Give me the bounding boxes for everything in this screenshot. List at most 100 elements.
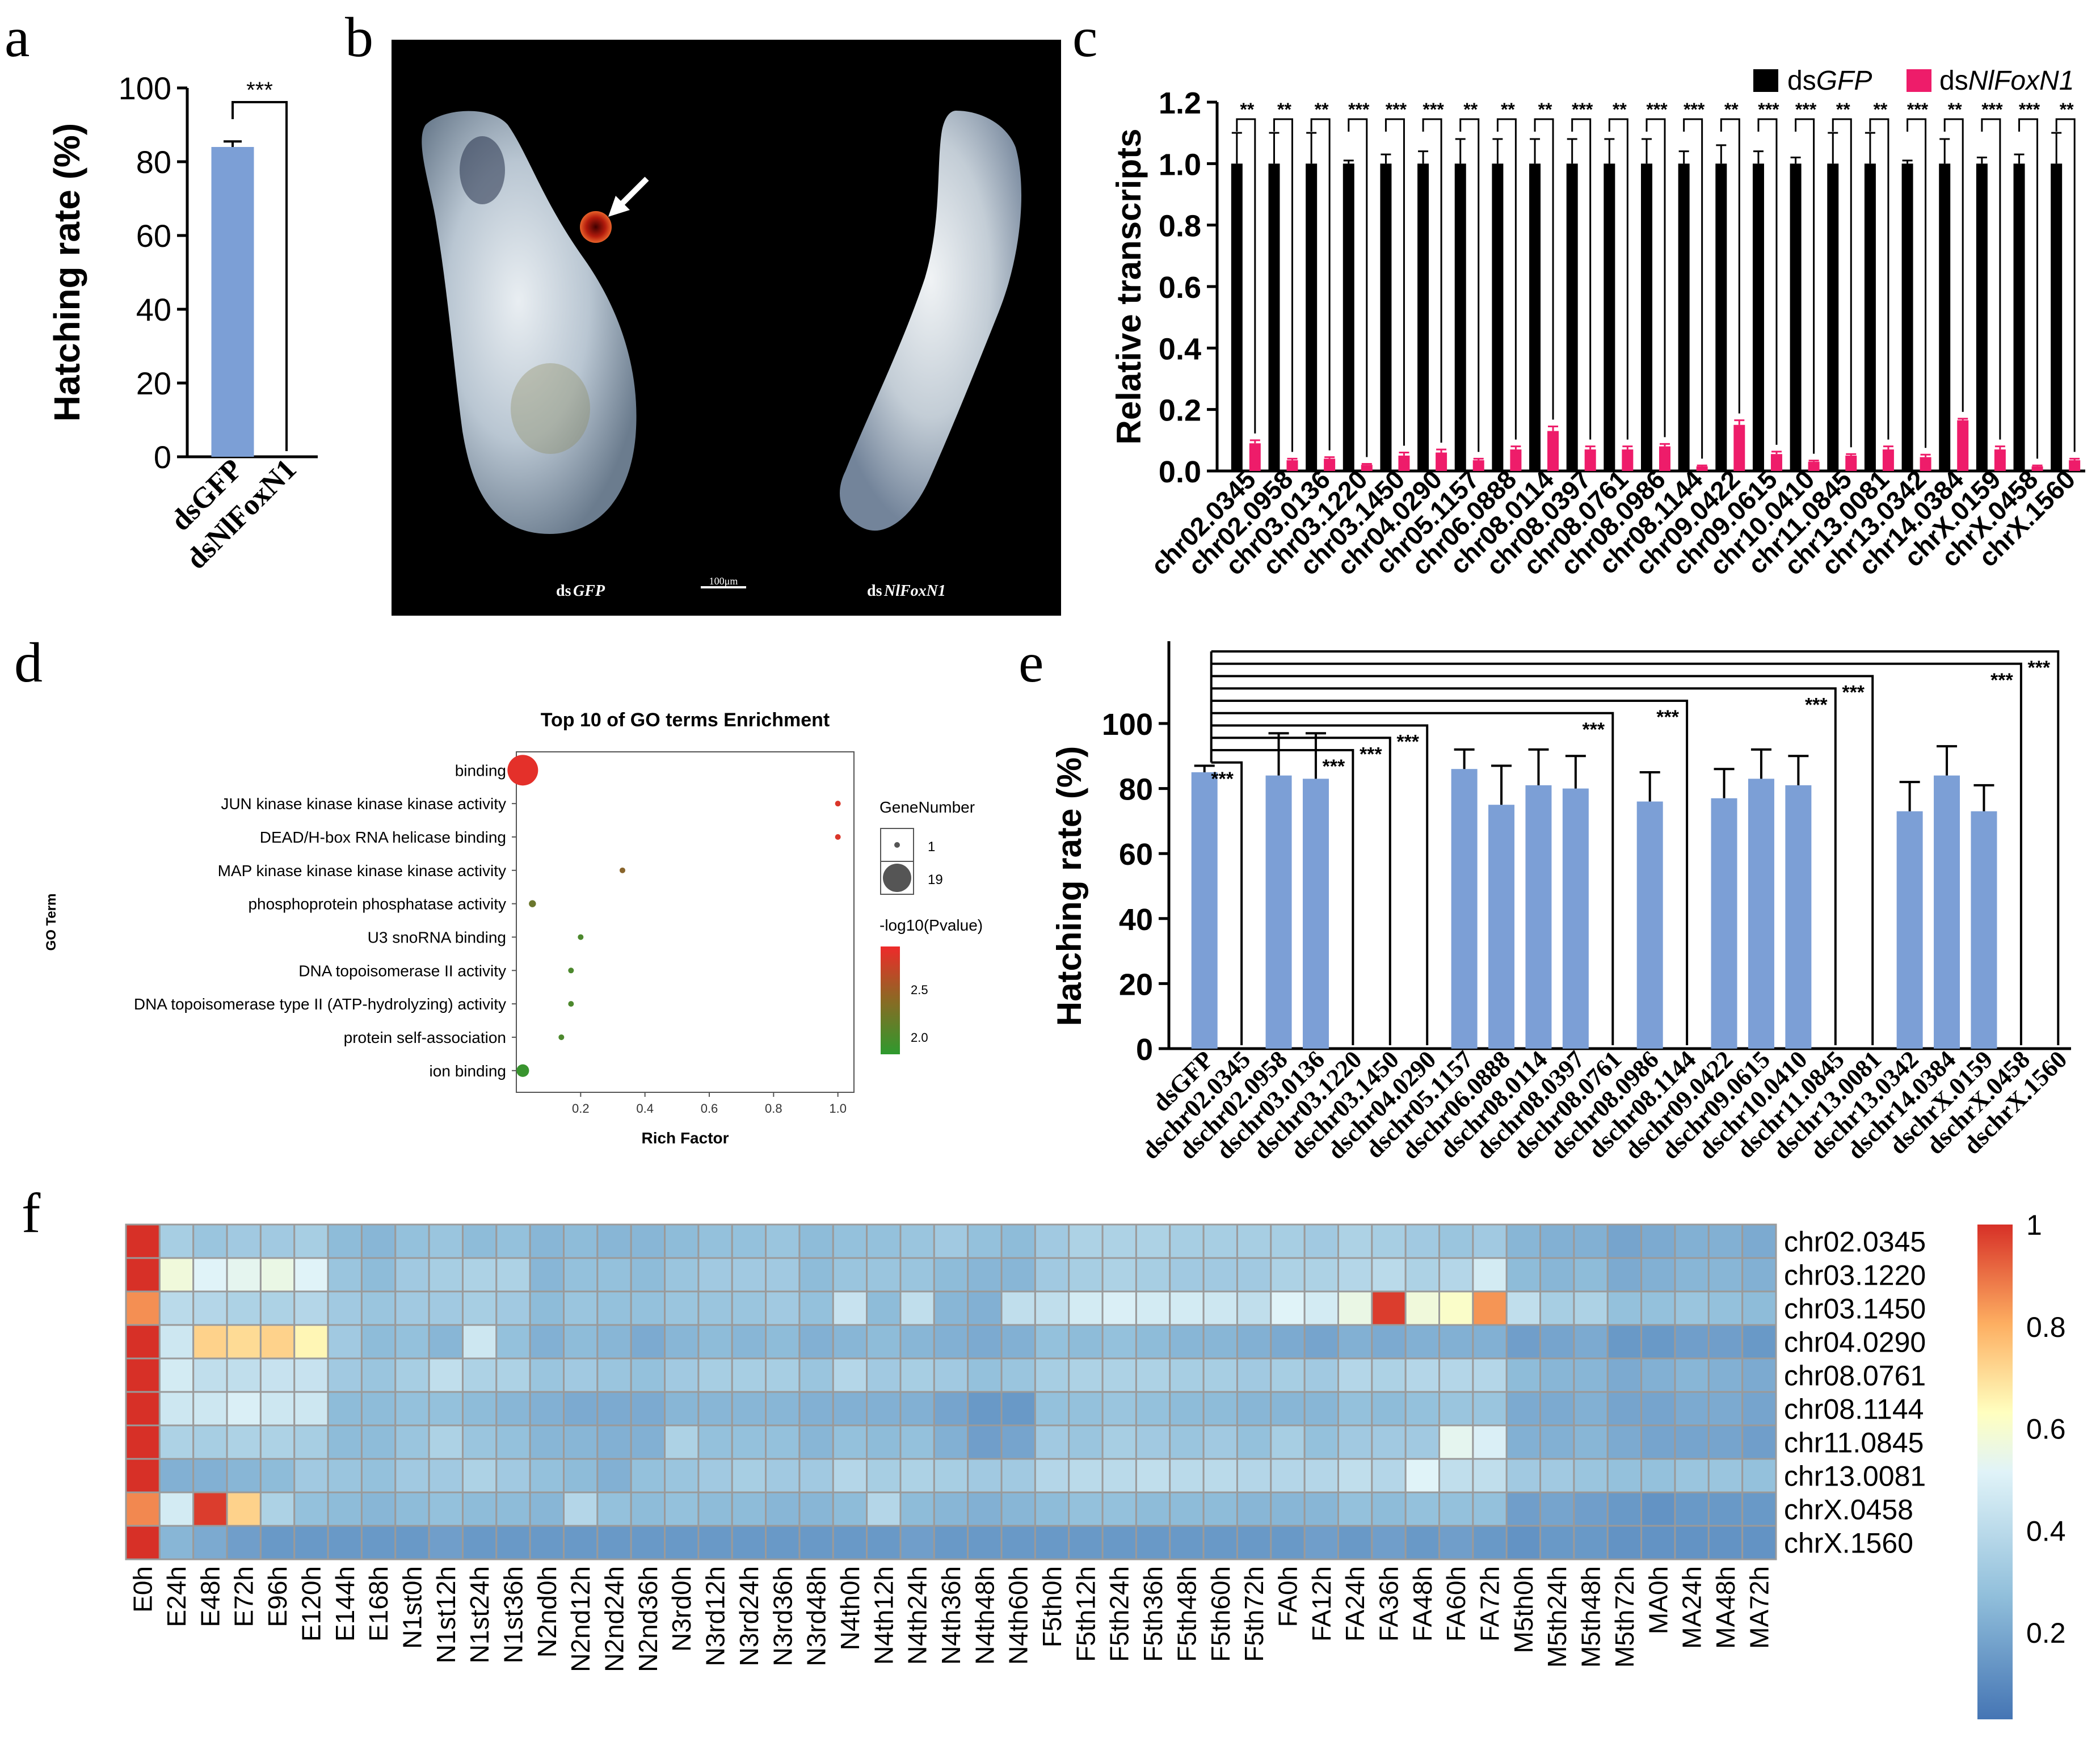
chart-f-cell	[866, 1290, 902, 1326]
chart-f-cell	[1270, 1257, 1306, 1293]
chart-f-cell	[933, 1458, 969, 1493]
chart-f-col-label: F5th48h	[1172, 1566, 1201, 1662]
chart-f-cell	[1472, 1257, 1508, 1293]
chart-c-bar-dsnlfoxn1	[1808, 461, 1820, 471]
chart-f-cell	[1741, 1223, 1777, 1259]
chart-f-cell	[158, 1491, 195, 1527]
chart-f-col-label: F5th60h	[1206, 1566, 1235, 1662]
chart-f-cell	[1337, 1223, 1373, 1259]
chart-a-ytick-label: 60	[136, 218, 171, 254]
chart-e-sig-bracket	[1211, 675, 1874, 1045]
chart-f-cell	[192, 1257, 228, 1293]
chart-f-cell	[259, 1290, 296, 1326]
chart-c-sig-bracket	[1907, 118, 1927, 448]
chart-f-cell	[1270, 1223, 1306, 1259]
chart-f-cell	[259, 1257, 296, 1293]
chart-f-cell	[428, 1290, 464, 1326]
chart-e-sig-bracket	[1211, 761, 1243, 1045]
chart-f-cell	[1135, 1290, 1171, 1326]
chart-f-col-label: FA72h	[1475, 1566, 1505, 1642]
chart-f-cell	[226, 1458, 262, 1493]
chart-f-cell	[428, 1257, 464, 1293]
chart-c-sig-label: ***	[1795, 99, 1817, 120]
chart-f-cell	[1640, 1491, 1676, 1527]
chart-f-cell	[327, 1223, 363, 1259]
chart-f-cell	[1640, 1223, 1676, 1259]
chart-f-cell	[1741, 1424, 1777, 1460]
chart-f-col-label: E24h	[162, 1566, 191, 1627]
chart-f-row-label: chrX.0458	[1784, 1494, 1913, 1526]
chart-f-cell	[1674, 1357, 1710, 1393]
chart-f-cell	[1573, 1525, 1609, 1560]
chart-f-cell	[866, 1223, 902, 1259]
chart-d-term-label: U3 snoRNA binding	[368, 928, 506, 946]
chart-c-bar-dsnlfoxn1	[1845, 455, 1857, 471]
chart-f-cell	[1034, 1324, 1070, 1360]
chart-f-cell	[428, 1357, 464, 1393]
chart-e-sig-bracket	[1211, 650, 2060, 1045]
chart-f-cell	[664, 1525, 700, 1560]
chart-f-cell	[697, 1458, 733, 1493]
chart-f-cell	[158, 1257, 195, 1293]
chart-e-ytick-label: 60	[1119, 838, 1153, 872]
chart-c-bar-dsnlfoxn1	[1957, 420, 1969, 471]
chart-f-cell	[596, 1290, 632, 1326]
chart-f-row-label: chr02.0345	[1784, 1226, 1926, 1258]
chart-f-cell	[1101, 1525, 1137, 1560]
chart-c-sig-bracket	[1720, 118, 1740, 414]
chart-f-cell	[259, 1525, 296, 1560]
chart-f-col-label: N4th48h	[970, 1566, 999, 1665]
chart-f-cell	[461, 1391, 498, 1427]
chart-f-cell	[630, 1257, 666, 1293]
chart-f-cell	[1236, 1324, 1272, 1360]
chart-f-cell	[765, 1391, 801, 1427]
chart-f-cell	[1404, 1357, 1441, 1393]
chart-f-col-label: FA60h	[1441, 1566, 1471, 1642]
chart-f-cell	[125, 1357, 161, 1393]
chart-f-cell	[1371, 1290, 1407, 1326]
chart-c-sig-bracket	[1459, 118, 1480, 452]
chart-c-sig-bracket	[1795, 118, 1815, 454]
chart-f-cell	[1303, 1458, 1339, 1493]
chart-f-cell	[1707, 1391, 1744, 1427]
chart-f-cell	[1068, 1491, 1104, 1527]
chart-f-cell	[360, 1491, 397, 1527]
chart-f-cell	[798, 1324, 834, 1360]
chart-f-cell	[1169, 1257, 1205, 1293]
chart-f-cell	[327, 1257, 363, 1293]
chart-f-cell	[1640, 1290, 1676, 1326]
chart-f-cell	[1034, 1391, 1070, 1427]
chart-e-sig-bracket	[1211, 724, 1429, 1045]
chart-f-cell	[125, 1223, 161, 1259]
chart-f-cell	[1337, 1391, 1373, 1427]
chart-f-cell	[1573, 1290, 1609, 1326]
chart-f-cell	[226, 1391, 262, 1427]
chart-f: chr02.0345chr03.1220chr03.1450chr04.0290…	[125, 1209, 2066, 1719]
chart-f-cell	[1707, 1357, 1744, 1393]
chart-f-cell	[899, 1525, 935, 1560]
chart-c-bar-dsgfp	[1380, 163, 1392, 471]
chart-f-cell	[1034, 1458, 1070, 1493]
chart-d: Top 10 of GO terms Enrichment 0.2 0.4 0.6 0.…	[44, 709, 983, 1147]
chart-f-col-label: M5th48h	[1576, 1566, 1606, 1668]
chart-f-cell	[293, 1491, 329, 1527]
chart-f-cell	[596, 1357, 632, 1393]
chart-c-sig-label: ***	[1684, 99, 1705, 120]
chart-f-cell	[697, 1223, 733, 1259]
chart-c-sig-label: **	[1538, 99, 1552, 120]
chart-f-cell	[1404, 1257, 1441, 1293]
chart-f-cell	[1202, 1424, 1238, 1460]
chart-c-bar-dsgfp	[1231, 163, 1243, 471]
chart-f-cell	[1505, 1257, 1542, 1293]
chart-f-cell	[1135, 1458, 1171, 1493]
chart-c-bar-dsgfp	[1566, 163, 1578, 471]
chart-f-cell	[226, 1491, 262, 1527]
chart-f-cell	[1606, 1458, 1643, 1493]
chart-f-cell	[765, 1491, 801, 1527]
chart-f-cell	[899, 1424, 935, 1460]
chart-c-sig-label: ***	[1348, 99, 1370, 120]
chart-f-cell	[798, 1257, 834, 1293]
chart-f-cell	[1135, 1223, 1171, 1259]
chart-f-cell	[664, 1491, 700, 1527]
chart-f-cell	[1573, 1257, 1609, 1293]
